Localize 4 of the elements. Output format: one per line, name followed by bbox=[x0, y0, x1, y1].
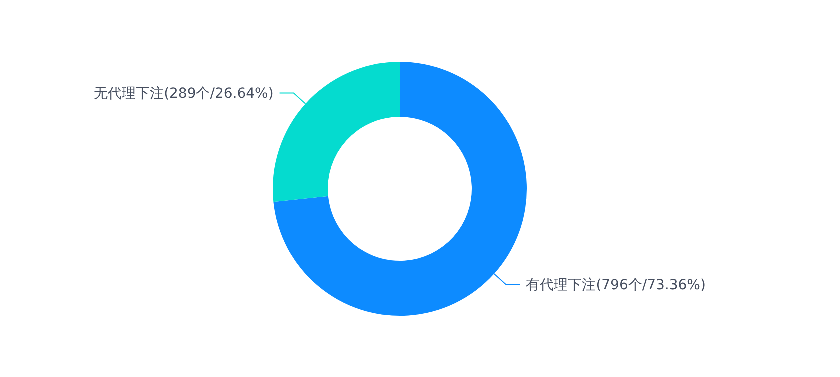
donut-slice bbox=[274, 62, 527, 316]
slice-label: 无代理下注(289个/26.64%) bbox=[94, 86, 274, 102]
donut-slice bbox=[273, 62, 400, 202]
slice-label: 有代理下注(796个/73.36%) bbox=[526, 278, 706, 294]
